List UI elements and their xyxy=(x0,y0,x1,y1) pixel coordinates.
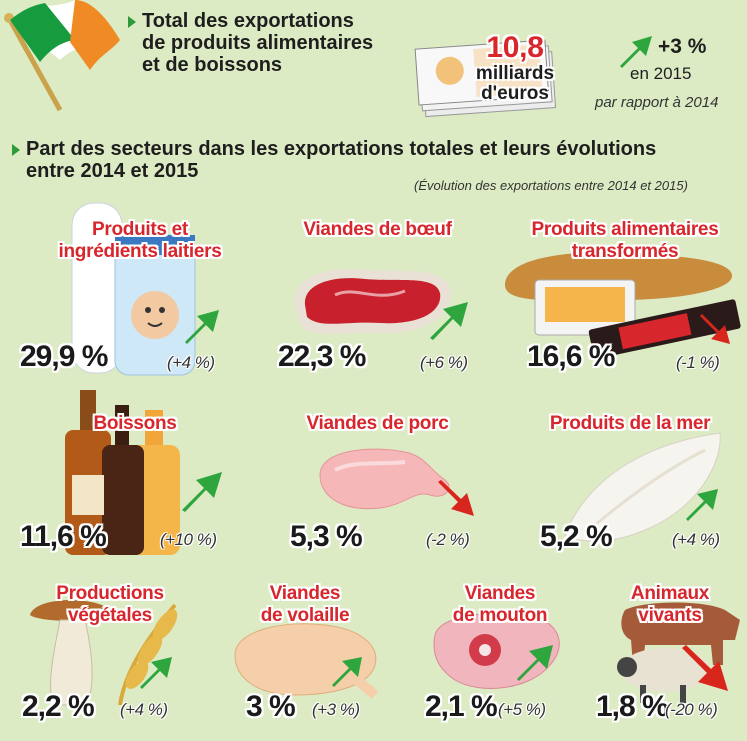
sector-10-title: Animaux vivants xyxy=(615,583,725,627)
sector-title-line1: Viandes de porc xyxy=(306,413,449,434)
sector-5-change: (-2 %) xyxy=(426,530,470,549)
sector-9-change: (+5 %) xyxy=(498,700,546,719)
sector-8-up-arrow-icon xyxy=(332,657,362,687)
sector-7-change: (+4 %) xyxy=(120,700,168,719)
sector-3-down-arrow-icon xyxy=(700,314,730,344)
sector-7-share: 2,2 % xyxy=(22,690,95,723)
sector-5-down-arrow-icon xyxy=(438,480,474,516)
sector-10-down-arrow-icon xyxy=(682,645,728,691)
section-title-line2: entre 2014 et 2015 xyxy=(26,160,199,182)
sector-title-line2: végétales xyxy=(68,605,152,626)
bullet-icon xyxy=(128,15,136,28)
total-title: Total des exportations de produits alime… xyxy=(128,10,373,76)
sector-9-share: 2,1 % xyxy=(425,690,498,723)
milk-bottle-icon xyxy=(71,202,196,376)
sector-8-title: Viandes de volaille xyxy=(240,583,370,627)
sector-1-title: Produits et ingrédients laitiers xyxy=(20,219,260,263)
sector-8-share: 3 % xyxy=(246,690,296,723)
processed-food-icon xyxy=(505,252,741,359)
sector-4-title: Boissons xyxy=(70,413,200,435)
sector-3-title: Produits alimentaires transformés xyxy=(505,219,745,263)
livestock-icon xyxy=(617,602,740,703)
sector-8-change: (+3 %) xyxy=(312,700,360,719)
growth-comparison: par rapport à 2014 xyxy=(595,94,719,111)
sector-1-change: (+4 %) xyxy=(167,353,215,372)
sector-4-share: 11,6 % xyxy=(20,520,107,553)
sector-title-line2: vivants xyxy=(638,605,702,626)
sector-9-title: Viandes de mouton xyxy=(440,583,560,627)
sector-title-line1: Boissons xyxy=(93,413,177,434)
banknotes-icon xyxy=(414,39,557,118)
total-title-line1: Total des exportations xyxy=(142,10,354,32)
sector-2-title: Viandes de bœuf xyxy=(270,219,485,241)
growth-year: en 2015 xyxy=(630,64,692,83)
sector-title-line1: Animaux xyxy=(630,583,710,604)
sector-2-change: (+6 %) xyxy=(420,353,468,372)
bottles-icon xyxy=(65,390,180,555)
sector-title-line2: transformés xyxy=(571,241,679,262)
total-title-line2: de produits alimentaires xyxy=(142,32,374,54)
sector-title-line1: Viandes de bœuf xyxy=(303,219,452,240)
sector-1-share: 29,9 % xyxy=(20,340,108,373)
section-title: Part des secteurs dans les exportations … xyxy=(12,138,656,182)
sector-6-change: (+4 %) xyxy=(672,530,720,549)
growth-up-arrow-icon xyxy=(620,36,652,68)
sector-3-change: (-1 %) xyxy=(676,353,720,372)
sector-title-line1: Viandes xyxy=(269,583,341,604)
sector-4-change: (+10 %) xyxy=(160,530,217,549)
sector-title-line2: de volaille xyxy=(260,605,350,626)
irish-flag-icon xyxy=(4,0,120,112)
sector-7-up-arrow-icon xyxy=(140,657,172,689)
sector-title-line1: Produits et xyxy=(92,219,188,240)
growth-value: +3 % xyxy=(658,35,707,58)
amount-unit-line2: d'euros xyxy=(481,83,549,104)
sector-5-share: 5,3 % xyxy=(290,520,363,553)
sector-3-share: 16,6 % xyxy=(527,340,615,373)
sector-10-share: 1,8 % xyxy=(596,690,669,723)
sector-title-line2: ingrédients laitiers xyxy=(58,241,222,262)
sector-title-line1: Productions xyxy=(56,583,164,604)
sector-title-line1: Produits de la mer xyxy=(549,413,711,434)
mushroom-wheat-icon xyxy=(30,600,178,706)
sector-6-title: Produits de la mer xyxy=(520,413,740,435)
beef-steak-icon xyxy=(294,269,451,334)
section-title-line1: Part des secteurs dans les exportations … xyxy=(26,138,657,160)
sector-5-title: Viandes de porc xyxy=(280,413,475,435)
fish-fillet-icon xyxy=(564,432,721,542)
amount-block: 10,8 milliards d'euros xyxy=(470,32,560,104)
sector-2-share: 22,3 % xyxy=(278,340,366,373)
amount-unit-line1: milliards xyxy=(475,63,555,84)
total-title-line3: et de boissons xyxy=(142,54,283,76)
sector-6-up-arrow-icon xyxy=(686,489,718,521)
sector-title-line1: Viandes xyxy=(464,583,536,604)
sector-4-up-arrow-icon xyxy=(182,472,222,512)
sector-9-up-arrow-icon xyxy=(517,645,553,681)
amount-value: 10,8 xyxy=(486,31,544,64)
sector-title-line1: Produits alimentaires xyxy=(531,219,719,240)
section-note: (Évolution des exportations entre 2014 e… xyxy=(414,178,688,193)
bullet-icon xyxy=(12,143,20,156)
sector-2-up-arrow-icon xyxy=(430,302,468,340)
sector-6-share: 5,2 % xyxy=(540,520,613,553)
sector-1-up-arrow-icon xyxy=(185,310,219,344)
sector-7-title: Productions végétales xyxy=(40,583,180,627)
sector-10-change: (-20 %) xyxy=(665,700,718,719)
sector-title-line2: de mouton xyxy=(452,605,548,626)
